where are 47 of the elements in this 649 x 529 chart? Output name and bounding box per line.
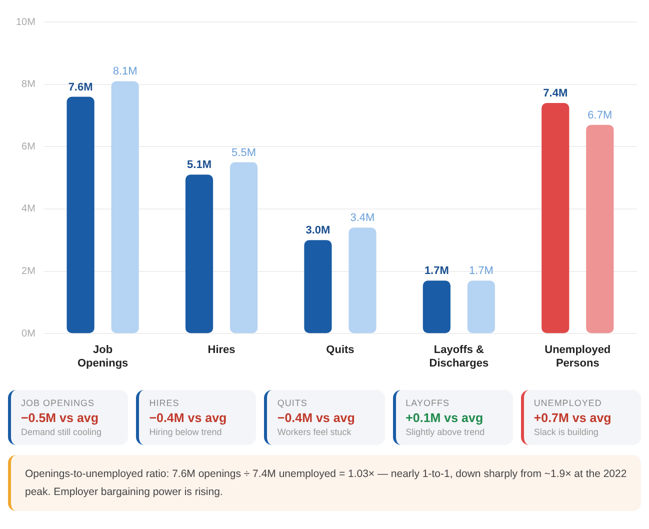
bar <box>185 174 214 334</box>
text: Slack is building <box>534 427 600 437</box>
x-tick-label: Quits <box>326 344 354 356</box>
bar <box>586 124 614 334</box>
data-label: 5.5M <box>232 146 256 159</box>
y-tick-label: 6M <box>22 141 36 152</box>
text: Openings-to-unemployed ratio: 7.6M openings ÷ 7.4M unemployed = 1.03× — nearly 1-to-1, down sharply from ~1.9× at the 2022 peak. Employer bargaining power is rising. <box>8 455 641 511</box>
text: +0.1M vs avg <box>406 411 484 425</box>
text: Slightly above trend <box>406 427 486 437</box>
text: Workers feel stuck <box>277 427 352 437</box>
bar <box>348 228 376 334</box>
x-tick-label: Layoffs & Discharges <box>429 344 489 370</box>
data-label: 7.6M <box>68 81 93 94</box>
text: −0.4M vs avg <box>149 411 228 425</box>
text: +0.7M vs avg <box>534 411 612 425</box>
y-tick-label: 4M <box>22 204 36 215</box>
text: JOB OPENINGS <box>21 398 96 408</box>
bar <box>111 81 139 334</box>
x-tick-label: Unemployed Persons <box>544 344 611 370</box>
text: −0.4M vs avg <box>277 411 356 425</box>
data-label: 1.7M <box>468 265 494 278</box>
text: Demand still cooling <box>21 427 103 437</box>
y-tick-label: 10M <box>16 16 36 28</box>
y-tick-label: 8M <box>22 79 36 90</box>
bar <box>422 280 450 334</box>
x-tick-label: Job Openings <box>77 344 128 370</box>
text: HIRES <box>149 398 180 408</box>
y-tick-label: 2M <box>22 266 36 278</box>
bar <box>467 280 495 334</box>
text: UNEMPLOYED <box>534 398 603 408</box>
text: Hiring below trend <box>149 427 223 437</box>
bar <box>304 240 332 334</box>
data-label: 3.4M <box>350 212 375 224</box>
x-tick-label: Hires <box>208 344 236 356</box>
data-label: 5.1M <box>187 159 212 172</box>
bar <box>230 162 258 334</box>
data-label: 7.4M <box>543 88 568 100</box>
data-label: 6.7M <box>588 109 612 122</box>
data-label: 8.1M <box>112 66 138 78</box>
bar <box>66 96 94 334</box>
data-label: 3.0M <box>306 224 330 237</box>
text: LAYOFFS <box>406 398 450 408</box>
text: QUITS <box>277 398 308 408</box>
data-label: 1.7M <box>424 265 449 278</box>
y-tick-label: 0M <box>22 328 36 340</box>
bar <box>542 103 570 334</box>
text: −0.5M vs avg <box>21 411 100 425</box>
